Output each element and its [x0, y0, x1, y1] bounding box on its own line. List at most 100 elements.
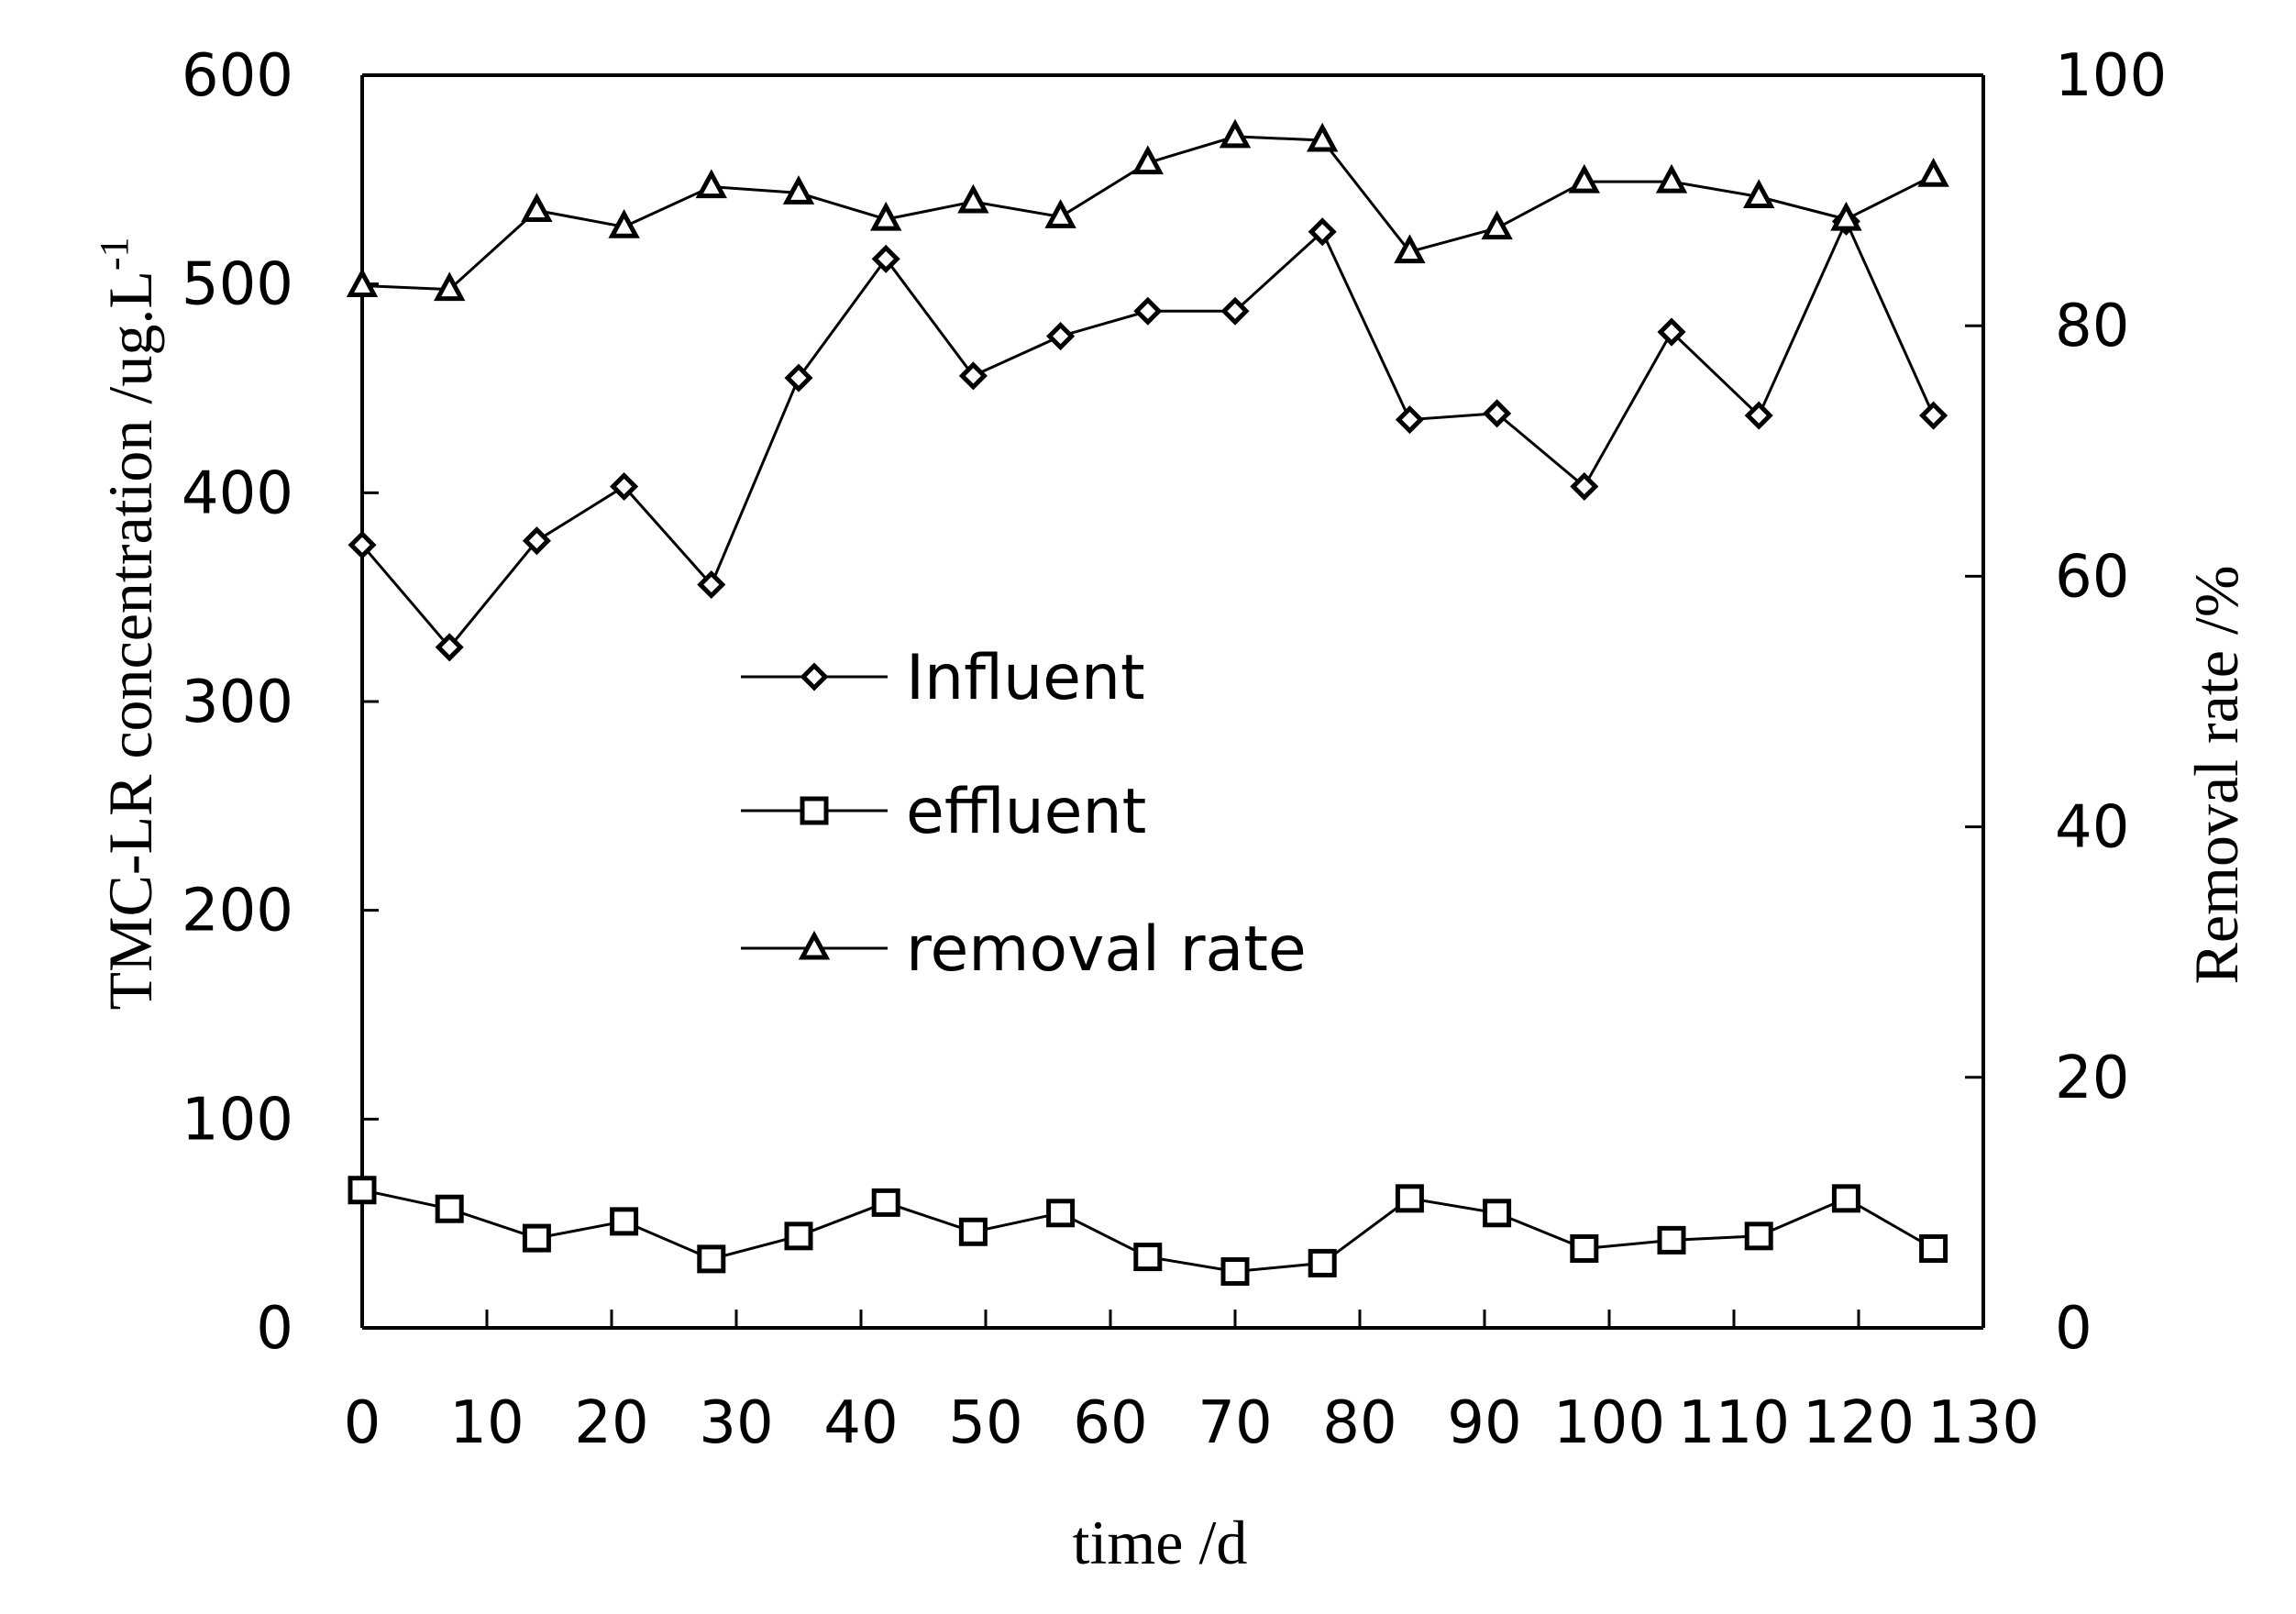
series-effluent	[348, 1176, 1948, 1287]
data-point-influent	[1308, 217, 1337, 247]
legend-marker-influent	[800, 662, 829, 691]
data-point-effluent	[1919, 1233, 1948, 1263]
x-tick-label: 110	[1678, 1389, 1790, 1457]
data-point-effluent	[958, 1217, 988, 1246]
x-tick-label: 120	[1803, 1389, 1915, 1457]
data-point-influent	[1744, 401, 1773, 430]
data-point-influent	[1657, 317, 1686, 347]
data-point-removal-rate	[1568, 163, 1600, 193]
y-right-tick-label: 0	[2055, 1295, 2092, 1363]
x-tick-label: 60	[1073, 1389, 1147, 1457]
y-axis-left-title: TMC-LR concentration /ug.L-1	[92, 237, 165, 1010]
x-tick-label: 20	[574, 1389, 648, 1457]
y-left-tick-label: 500	[182, 251, 293, 319]
legend-marker-effluent	[800, 796, 829, 825]
data-point-removal-rate	[1394, 234, 1426, 264]
series-line-influent	[360, 217, 1935, 650]
legend-entry-removal-rate: removal rate	[741, 913, 1307, 986]
data-point-effluent	[871, 1188, 900, 1217]
data-point-removal-rate	[1830, 201, 1862, 231]
data-point-effluent	[435, 1194, 464, 1223]
legend: Influent effluent removal rate	[741, 642, 1307, 986]
data-point-removal-rate	[346, 268, 379, 297]
data-point-removal-rate	[1307, 122, 1339, 152]
data-point-removal-rate	[695, 169, 727, 199]
y-right-tick-label: 20	[2055, 1045, 2129, 1112]
data-point-removal-rate	[1917, 158, 1949, 187]
data-point-effluent	[1308, 1248, 1337, 1277]
x-tick-label: 0	[344, 1389, 381, 1457]
legend-entry-influent: Influent	[741, 642, 1145, 714]
y-left-tick-label: 600	[182, 42, 293, 110]
series-influent	[348, 206, 1948, 662]
x-tick-label: 30	[699, 1389, 773, 1457]
data-point-influent	[1046, 322, 1076, 351]
y-axis-right-title: Removal rate /%	[2181, 566, 2251, 985]
x-tick-label: 50	[948, 1389, 1022, 1457]
data-point-effluent	[522, 1223, 551, 1253]
data-point-influent	[610, 471, 639, 502]
data-point-influent	[697, 569, 726, 600]
x-tick-label: 70	[1198, 1389, 1272, 1457]
data-point-influent	[1395, 405, 1424, 435]
data-point-removal-rate	[1743, 179, 1775, 209]
data-point-influent	[784, 363, 813, 392]
x-axis-title: time /d	[1073, 1508, 1248, 1577]
y-left-tick-label: 0	[256, 1295, 293, 1363]
data-point-effluent	[1831, 1184, 1860, 1213]
x-tick-label: 100	[1553, 1389, 1665, 1457]
data-point-influent	[1919, 401, 1948, 430]
plot-frame	[360, 73, 1985, 1330]
data-point-influent	[348, 530, 377, 559]
data-point-removal-rate	[957, 183, 989, 214]
data-point-effluent	[1744, 1222, 1773, 1251]
svg-text:TMC-LR concentration /ug.L-1: TMC-LR concentration /ug.L-1	[92, 237, 165, 1010]
data-point-influent	[1220, 296, 1250, 326]
data-point-removal-rate	[434, 271, 466, 302]
data-point-influent	[1483, 399, 1512, 428]
data-point-effluent	[1657, 1225, 1686, 1255]
data-point-influent	[871, 244, 900, 273]
x-tick-label: 40	[823, 1389, 898, 1457]
data-point-effluent	[610, 1207, 639, 1236]
legend-marker-removal-rate	[798, 930, 831, 960]
legend-entry-effluent: effluent	[741, 776, 1146, 848]
data-point-effluent	[1395, 1184, 1424, 1213]
data-point-influent	[435, 633, 464, 662]
x-tick-label: 130	[1927, 1389, 2039, 1457]
x-tick-label: 10	[449, 1389, 524, 1457]
y-right-tick-label: 80	[2055, 293, 2129, 360]
data-point-removal-rate	[1131, 145, 1164, 175]
y-left-tick-label: 300	[182, 669, 293, 736]
data-point-removal-rate	[608, 209, 640, 238]
data-point-effluent	[348, 1176, 377, 1205]
data-point-effluent	[1133, 1243, 1163, 1272]
data-point-removal-rate	[1219, 118, 1252, 149]
data-point-effluent	[1220, 1257, 1250, 1287]
y-right-tick-label: 100	[2055, 42, 2167, 110]
data-point-influent	[958, 361, 988, 391]
axis-ticks: 0 10 20 30 40 50 60 70 80 90 100 110 120 130010020030…	[182, 42, 2167, 1457]
data-point-removal-rate	[1044, 199, 1076, 228]
legend-label-influent: Influent	[906, 642, 1145, 714]
data-point-influent	[1133, 296, 1163, 326]
x-tick-label: 80	[1322, 1389, 1396, 1457]
data-point-removal-rate	[782, 175, 815, 205]
data-point-removal-rate	[521, 193, 553, 223]
y-left-tick-label: 200	[182, 878, 293, 945]
legend-label-effluent: effluent	[906, 776, 1146, 848]
data-point-removal-rate	[1481, 210, 1513, 240]
legend-label-removal-rate: removal rate	[906, 913, 1307, 986]
y-right-tick-label: 60	[2055, 543, 2129, 611]
series-layer	[346, 118, 1949, 1287]
data-point-effluent	[697, 1244, 726, 1274]
y-left-tick-label: 100	[182, 1086, 293, 1154]
series-removal-rate	[346, 118, 1949, 302]
data-point-removal-rate	[870, 201, 902, 231]
x-tick-label: 90	[1447, 1389, 1521, 1457]
y-axis-left-title-text: TMC-LR concentration /ug.L	[95, 271, 165, 1010]
data-point-effluent	[1483, 1199, 1512, 1228]
data-point-influent	[1570, 471, 1599, 502]
data-point-influent	[522, 526, 551, 556]
